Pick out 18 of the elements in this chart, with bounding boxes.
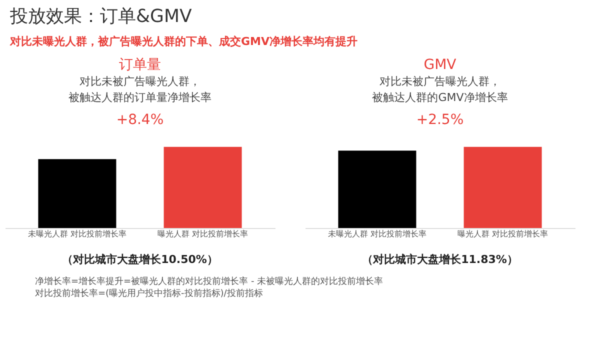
x-tick-label: 未曝光人群 对比投前增长率: [328, 230, 426, 238]
text: （对比城市大盘增长11.83%）: [362, 253, 518, 266]
text: 对比未曝光人群，被广告曝光人群的下单、成交GMV净增长率均有提升: [9, 35, 358, 48]
text: 对比未被广告曝光人群，: [380, 75, 500, 88]
x-tick-label: 曝光人群 对比投前增长率: [458, 230, 548, 238]
x-tick-label: 曝光人群 对比投前增长率: [158, 230, 248, 238]
text: 对比未被广告曝光人群，: [80, 75, 200, 88]
x-tick-label: 未曝光人群 对比投前增长率: [28, 230, 126, 238]
text: 被触达人群的GMV净增长率: [372, 91, 508, 104]
text: 净增长率=增长率提升=被曝光人群的对比投前增长率 - 未被曝光人群的对比投前增长率: [35, 276, 384, 287]
text: 对比投前增长率=(曝光用户投中指标-投前指标)/投前指标: [35, 288, 263, 299]
text: 投放效果：订单&GMV: [9, 6, 193, 27]
text: +2.5%: [416, 112, 464, 128]
chart-title: GMV: [424, 57, 457, 73]
text: （对比城市大盘增长10.50%）: [62, 253, 218, 266]
text: 被触达人群的订单量净增长率: [68, 91, 212, 104]
text: +8.4%: [116, 112, 164, 128]
chart-title: 订单量: [119, 57, 161, 73]
